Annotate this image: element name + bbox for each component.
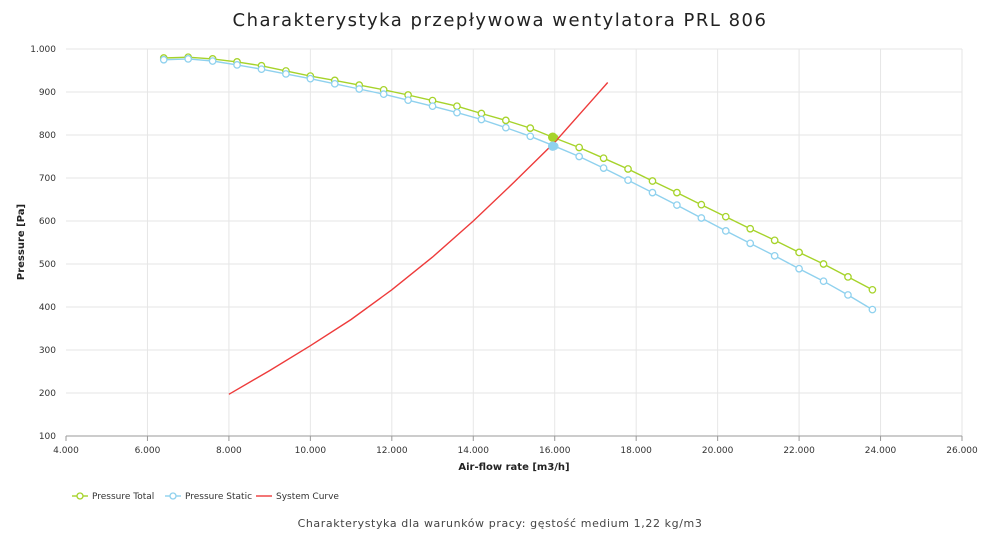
data-point[interactable] bbox=[673, 188, 681, 197]
axes bbox=[65, 435, 963, 441]
legend-label: Pressure Static bbox=[185, 492, 252, 502]
data-point[interactable] bbox=[868, 305, 877, 314]
y-tick-label: 800 bbox=[39, 131, 56, 141]
y-tick-label: 500 bbox=[39, 260, 56, 270]
y-tick-label: 100 bbox=[39, 432, 56, 442]
series-line bbox=[228, 82, 609, 395]
data-point[interactable] bbox=[648, 177, 657, 185]
y-tick-label: 200 bbox=[39, 389, 56, 399]
series-system-curve bbox=[228, 82, 609, 395]
data-point[interactable] bbox=[184, 55, 193, 63]
data-point[interactable] bbox=[697, 200, 706, 209]
data-point[interactable] bbox=[624, 165, 632, 173]
data-point[interactable] bbox=[795, 264, 803, 273]
data-point[interactable] bbox=[673, 201, 681, 209]
legend-marker bbox=[169, 492, 177, 500]
x-tick-label: 26.000 bbox=[946, 446, 978, 456]
y-tick-label: 1.000 bbox=[30, 45, 56, 55]
y-tick-label: 900 bbox=[39, 88, 56, 98]
x-tick-label: 22.000 bbox=[783, 446, 815, 456]
series-group bbox=[159, 53, 877, 395]
data-point[interactable] bbox=[428, 102, 437, 111]
data-point[interactable] bbox=[770, 251, 779, 260]
series-line bbox=[163, 56, 873, 291]
legend[interactable]: Pressure Total Pressure Static System Curv… bbox=[72, 492, 339, 502]
data-point[interactable] bbox=[453, 108, 461, 117]
data-point[interactable] bbox=[770, 236, 779, 245]
data-point[interactable] bbox=[379, 90, 388, 99]
x-tick-label: 24.000 bbox=[865, 446, 897, 456]
data-point[interactable] bbox=[453, 102, 461, 111]
data-point[interactable] bbox=[330, 79, 339, 88]
data-point[interactable] bbox=[844, 291, 852, 299]
x-tick-label: 6.000 bbox=[135, 446, 161, 456]
x-tick-label: 14.000 bbox=[458, 446, 490, 456]
legend-item[interactable]: Pressure Total bbox=[72, 492, 154, 502]
legend-item[interactable]: Pressure Static bbox=[165, 492, 252, 502]
data-point[interactable] bbox=[721, 212, 730, 221]
y-tick-label: 700 bbox=[39, 174, 56, 184]
legend-marker bbox=[76, 492, 84, 500]
data-point[interactable] bbox=[526, 124, 535, 132]
x-tick-label: 16.000 bbox=[539, 446, 571, 456]
data-point[interactable] bbox=[599, 164, 608, 172]
data-point[interactable] bbox=[306, 74, 315, 83]
y-tick-labels: 100 200 300 400 500 600 700 800 900 1.000 bbox=[30, 45, 56, 442]
x-tick-label: 4.000 bbox=[53, 446, 79, 456]
data-point[interactable] bbox=[648, 188, 657, 197]
data-point[interactable] bbox=[208, 57, 217, 65]
data-point[interactable] bbox=[868, 285, 877, 294]
data-point[interactable] bbox=[575, 152, 584, 161]
x-axis-title: Air-flow rate [m3/h] bbox=[458, 462, 569, 473]
y-tick-label: 300 bbox=[39, 346, 56, 356]
data-point[interactable] bbox=[159, 55, 168, 64]
data-point[interactable] bbox=[844, 273, 852, 281]
y-tick-label: 400 bbox=[39, 303, 56, 313]
x-tick-label: 10.000 bbox=[295, 446, 327, 456]
x-tick-label: 20.000 bbox=[702, 446, 734, 456]
x-tick-label: 12.000 bbox=[376, 446, 408, 456]
y-axis-title: Pressure [Pa] bbox=[16, 204, 27, 280]
data-point[interactable] bbox=[404, 96, 412, 105]
operating-point[interactable] bbox=[547, 141, 558, 151]
data-point[interactable] bbox=[502, 116, 510, 125]
y-tick-label: 600 bbox=[39, 217, 56, 227]
data-point[interactable] bbox=[477, 115, 486, 124]
data-point[interactable] bbox=[624, 176, 632, 184]
series-pressure-static bbox=[159, 55, 877, 314]
series-pressure-total bbox=[159, 53, 877, 294]
data-point[interactable] bbox=[721, 227, 730, 235]
data-point[interactable] bbox=[233, 61, 241, 69]
x-tick-label: 18.000 bbox=[620, 446, 652, 456]
legend-label: System Curve bbox=[276, 492, 339, 502]
x-tick-labels: 4.000 6.000 8.000 10.000 12.000 14.000 16.000 1… bbox=[53, 446, 978, 456]
data-point[interactable] bbox=[697, 214, 706, 222]
operating-point[interactable] bbox=[547, 132, 558, 142]
data-point[interactable] bbox=[575, 143, 584, 152]
data-point[interactable] bbox=[355, 85, 364, 93]
data-point[interactable] bbox=[282, 70, 290, 78]
legend-item[interactable]: System Curve bbox=[256, 492, 339, 502]
chart-subtitle: Charakterystyka dla warunków pracy: gęst… bbox=[297, 517, 703, 530]
chart-title: Charakterystyka przepływowa wentylatora … bbox=[232, 10, 768, 31]
data-point[interactable] bbox=[746, 239, 755, 248]
data-point[interactable] bbox=[502, 123, 510, 132]
data-point[interactable] bbox=[599, 154, 608, 163]
legend-label: Pressure Total bbox=[92, 492, 154, 502]
data-point[interactable] bbox=[746, 224, 755, 233]
data-point[interactable] bbox=[819, 277, 828, 286]
x-tick-label: 8.000 bbox=[216, 446, 242, 456]
data-point[interactable] bbox=[819, 260, 828, 268]
data-point[interactable] bbox=[526, 132, 535, 141]
data-point[interactable] bbox=[257, 65, 266, 74]
series-line bbox=[163, 58, 873, 311]
data-point[interactable] bbox=[795, 248, 803, 257]
grid bbox=[66, 48, 963, 437]
